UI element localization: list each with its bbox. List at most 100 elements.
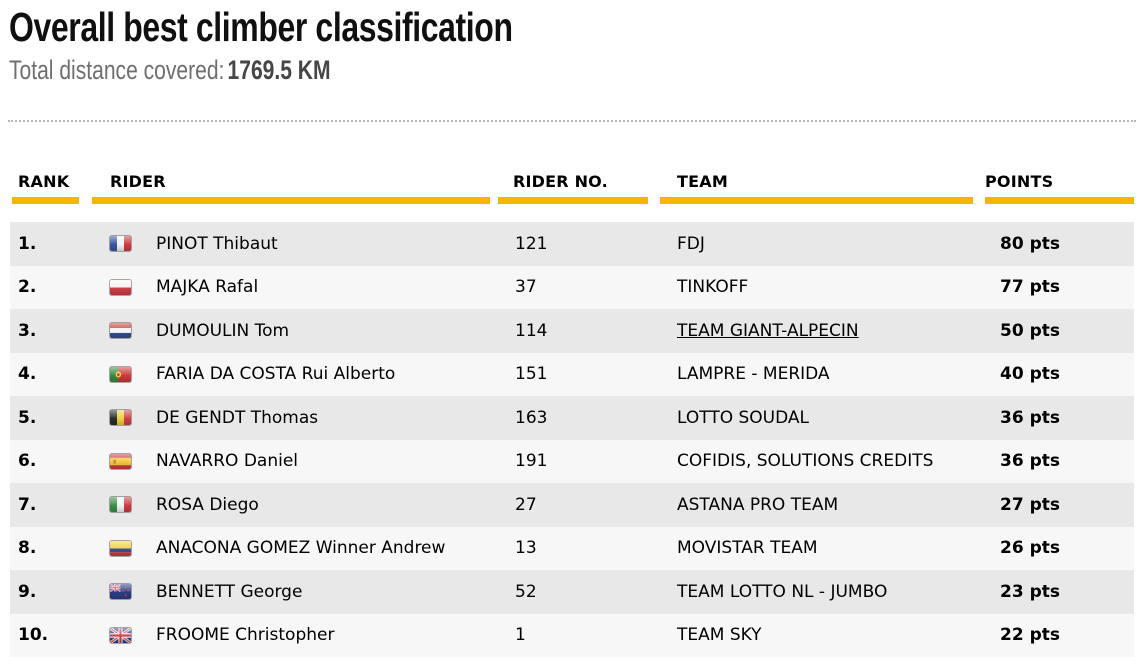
column-header-rider: RIDER	[92, 172, 498, 204]
team-cell: COFIDIS, SOLUTIONS CREDITS	[660, 451, 985, 471]
table-row: 9. BENNETT George 52 TEAM LOTTO NL - JUMBO 2…	[10, 570, 1134, 614]
team-cell: TEAM SKY	[660, 625, 985, 645]
team-name: LOTTO SOUDAL	[677, 407, 810, 428]
table-row: 6. NAVARRO Daniel 191 COFIDIS, SOLUTIONS CR…	[10, 439, 1134, 483]
classification-table: RANK RIDER RIDER NO. TEAM POINTS 1. PINOT Thi…	[10, 172, 1134, 657]
team-name: FDJ	[677, 233, 705, 254]
points-cell: 27 pts	[1000, 494, 1060, 515]
rider-name: ANACONA GOMEZ Winner Andrew	[156, 538, 446, 559]
rider-no-cell: 114	[515, 320, 548, 341]
belgium-flag-icon	[110, 410, 131, 426]
rank-cell: 6.	[18, 451, 37, 472]
column-header-label: POINTS	[985, 172, 1054, 191]
team-cell: MOVISTAR TEAM	[660, 538, 985, 558]
table-row: 8. ANACONA GOMEZ Winner Andrew 13 MOVISTAR …	[10, 526, 1134, 570]
portugal-flag-icon	[110, 366, 131, 382]
table-row: 5. DE GENDT Thomas 163 LOTTO SOUDAL 36 pts	[10, 396, 1134, 440]
column-header-rider_no: RIDER NO.	[498, 172, 660, 204]
rider-no-cell: 27	[515, 494, 537, 515]
rider-no-cell: 13	[515, 538, 537, 559]
column-header-points: POINTS	[985, 172, 1134, 204]
rider-no-cell: 52	[515, 581, 537, 602]
rider-name: MAJKA Rafal	[156, 277, 259, 298]
table-row: 1. PINOT Thibaut 121 FDJ 80 pts	[10, 222, 1134, 266]
rider-name: ROSA Diego	[156, 494, 259, 515]
rider-cell: DUMOULIN Tom	[92, 321, 498, 341]
column-header-label: RIDER	[110, 172, 166, 191]
team-name: TEAM LOTTO NL - JUMBO	[677, 581, 888, 602]
table-row: 7. ROSA Diego 27 ASTANA PRO TEAM 27 pts	[10, 483, 1134, 527]
rider-name: NAVARRO Daniel	[156, 451, 299, 472]
table-header-row: RANK RIDER RIDER NO. TEAM POINTS	[10, 172, 1134, 204]
spain-flag-icon	[110, 453, 131, 469]
column-underline-bar	[985, 197, 1134, 204]
rider-name: DUMOULIN Tom	[156, 320, 290, 341]
rider-no-cell: 163	[515, 407, 548, 428]
rank-cell: 7.	[18, 494, 37, 515]
rider-name: BENNETT George	[156, 581, 303, 602]
table-row: 10. FROOME Christopher 1 TEAM SKY 22 pts	[10, 613, 1134, 657]
points-cell: 36 pts	[1000, 407, 1060, 428]
team-name: MOVISTAR TEAM	[677, 538, 818, 559]
table-row: 4. FARIA DA COSTA Rui Alberto 151 LAMPRE - …	[10, 352, 1134, 396]
rider-name: FROOME Christopher	[156, 625, 335, 646]
subtitle-value: 1769.5 KM	[227, 55, 331, 85]
team-name: LAMPRE - MERIDA	[677, 364, 830, 385]
points-cell: 80 pts	[1000, 233, 1060, 254]
rider-name: PINOT Thibaut	[156, 233, 278, 254]
column-underline-bar	[12, 197, 79, 204]
rider-cell: BENNETT George	[92, 582, 498, 602]
team-cell: TEAM LOTTO NL - JUMBO	[660, 582, 985, 602]
rider-cell: ROSA Diego	[92, 495, 498, 515]
team-name: TEAM SKY	[677, 625, 762, 646]
rider-cell: FARIA DA COSTA Rui Alberto	[92, 364, 498, 384]
column-underline-bar	[498, 197, 648, 204]
column-header-rank: RANK	[10, 172, 92, 204]
points-cell: 36 pts	[1000, 451, 1060, 472]
divider	[8, 120, 1136, 122]
rank-cell: 2.	[18, 277, 37, 298]
rider-cell: NAVARRO Daniel	[92, 451, 498, 471]
column-header-label: RANK	[18, 172, 70, 191]
subtitle: Total distance covered: 1769.5 KM	[9, 56, 1144, 84]
team-cell: TEAM GIANT-ALPECIN	[660, 321, 985, 341]
page-title: Overall best climber classification	[9, 4, 513, 50]
rank-cell: 8.	[18, 538, 37, 559]
points-cell: 26 pts	[1000, 538, 1060, 559]
rider-cell: PINOT Thibaut	[92, 234, 498, 254]
points-cell: 77 pts	[1000, 277, 1060, 298]
team-cell: LAMPRE - MERIDA	[660, 364, 985, 384]
rider-no-cell: 37	[515, 277, 537, 298]
team-name: TINKOFF	[677, 277, 749, 298]
table-body: 1. PINOT Thibaut 121 FDJ 80 pts 2. MAJKA Rafal…	[10, 222, 1134, 657]
rider-cell: MAJKA Rafal	[92, 277, 498, 297]
page: Overall best climber classification Tota…	[0, 6, 1144, 657]
column-underline-bar	[92, 197, 490, 204]
new-zealand-flag-icon	[110, 584, 131, 600]
rank-cell: 9.	[18, 581, 37, 602]
points-cell: 50 pts	[1000, 320, 1060, 341]
rider-cell: ANACONA GOMEZ Winner Andrew	[92, 538, 498, 558]
rank-cell: 1.	[18, 233, 37, 254]
team-cell: FDJ	[660, 234, 985, 254]
team-name: COFIDIS, SOLUTIONS CREDITS	[677, 451, 934, 472]
team-cell: ASTANA PRO TEAM	[660, 495, 985, 515]
rank-cell: 5.	[18, 407, 37, 428]
points-cell: 23 pts	[1000, 581, 1060, 602]
italy-flag-icon	[110, 497, 131, 513]
rider-name: FARIA DA COSTA Rui Alberto	[156, 364, 396, 385]
netherlands-flag-icon	[110, 323, 131, 339]
team-cell: TINKOFF	[660, 277, 985, 297]
rank-cell: 3.	[18, 320, 37, 341]
points-cell: 22 pts	[1000, 625, 1060, 646]
column-header-label: RIDER NO.	[513, 172, 608, 191]
rank-cell: 4.	[18, 364, 37, 385]
subtitle-label: Total distance covered:	[9, 55, 225, 85]
team-cell: LOTTO SOUDAL	[660, 408, 985, 428]
rider-no-cell: 121	[515, 233, 548, 254]
table-row: 2. MAJKA Rafal 37 TINKOFF 77 pts	[10, 265, 1134, 309]
rider-no-cell: 191	[515, 451, 548, 472]
team-link[interactable]: TEAM GIANT-ALPECIN	[677, 320, 859, 341]
team-name: ASTANA PRO TEAM	[677, 494, 839, 515]
column-underline-bar	[660, 197, 973, 204]
